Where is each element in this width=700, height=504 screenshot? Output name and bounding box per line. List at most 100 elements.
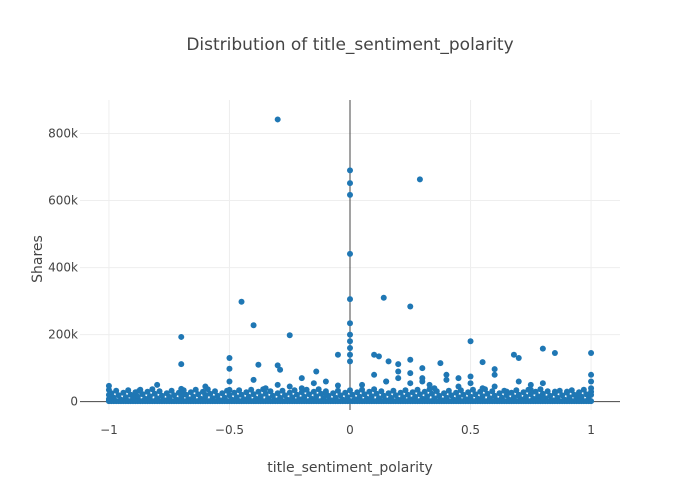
data-point xyxy=(407,356,414,363)
data-point xyxy=(460,391,467,398)
y-axis-label: Shares xyxy=(30,235,46,283)
data-point xyxy=(219,390,226,397)
x-tick-label: −1 xyxy=(100,423,118,437)
data-point xyxy=(513,387,520,394)
data-point xyxy=(281,392,288,399)
data-point xyxy=(571,391,578,398)
data-point xyxy=(250,391,257,398)
data-point xyxy=(322,378,329,385)
data-point xyxy=(448,392,455,399)
data-point xyxy=(120,389,127,396)
data-point xyxy=(453,389,460,396)
data-point xyxy=(559,392,566,399)
data-point xyxy=(527,386,534,393)
data-point xyxy=(298,385,305,392)
data-point xyxy=(286,389,293,396)
data-point xyxy=(274,381,281,388)
data-point xyxy=(419,375,426,382)
data-point xyxy=(238,391,245,398)
data-point xyxy=(503,388,510,395)
data-point xyxy=(491,392,498,399)
data-point xyxy=(113,387,120,394)
data-point xyxy=(563,388,570,395)
data-point xyxy=(588,350,595,357)
data-point xyxy=(441,390,448,397)
data-point xyxy=(436,392,443,399)
data-point xyxy=(269,392,276,399)
x-axis-label: title_sentiment_polarity xyxy=(267,460,432,476)
data-point xyxy=(238,298,245,305)
data-point xyxy=(472,391,479,398)
data-point xyxy=(515,355,522,362)
data-point xyxy=(178,361,185,368)
data-point xyxy=(267,388,274,395)
data-point xyxy=(392,392,399,399)
data-point xyxy=(479,359,486,366)
data-point xyxy=(359,381,366,388)
data-point xyxy=(202,391,209,398)
data-point xyxy=(154,381,161,388)
data-point xyxy=(257,393,264,400)
data-point xyxy=(347,320,353,327)
data-point xyxy=(445,387,452,394)
data-point xyxy=(187,389,194,396)
data-point xyxy=(443,371,450,378)
data-point xyxy=(479,393,486,400)
data-point xyxy=(330,390,337,397)
data-point xyxy=(556,387,563,394)
data-point xyxy=(373,390,380,397)
data-point xyxy=(322,390,329,397)
data-point xyxy=(293,391,300,398)
data-point xyxy=(371,386,378,393)
x-tick-label: 0 xyxy=(346,423,354,437)
data-point xyxy=(484,390,491,397)
data-point xyxy=(105,395,112,402)
data-point xyxy=(404,391,411,398)
data-point xyxy=(226,392,233,399)
y-tick-label: 800k xyxy=(48,127,78,141)
data-point xyxy=(347,167,353,174)
data-point xyxy=(428,390,435,397)
data-point xyxy=(303,386,310,393)
data-point xyxy=(298,375,305,382)
data-point xyxy=(146,395,153,402)
data-point xyxy=(202,383,209,390)
data-point xyxy=(144,388,151,395)
y-tick-label: 400k xyxy=(48,261,78,275)
data-point xyxy=(347,191,353,198)
data-point xyxy=(347,338,353,345)
data-point xyxy=(310,388,317,395)
data-point xyxy=(262,385,269,392)
data-point xyxy=(337,392,344,399)
data-point xyxy=(214,392,221,399)
data-point xyxy=(291,387,298,394)
data-point xyxy=(409,389,416,396)
data-point xyxy=(347,331,353,338)
data-point xyxy=(431,385,438,392)
data-point xyxy=(334,387,341,394)
data-point xyxy=(378,388,385,395)
chart-title: Distribution of title_sentiment_polarity xyxy=(186,35,513,55)
data-point xyxy=(437,360,444,367)
data-point xyxy=(510,351,517,358)
data-point xyxy=(183,391,190,398)
data-point xyxy=(192,386,199,393)
data-point xyxy=(313,368,320,375)
y-tick-label: 600k xyxy=(48,194,78,208)
data-point xyxy=(178,333,185,340)
data-point xyxy=(342,389,349,396)
data-point xyxy=(313,393,320,400)
data-point xyxy=(243,389,250,396)
data-point xyxy=(539,394,546,401)
data-point xyxy=(580,386,587,393)
data-point xyxy=(250,322,257,329)
data-point xyxy=(248,386,255,393)
data-point xyxy=(207,390,214,397)
data-point xyxy=(467,338,474,345)
data-point xyxy=(361,391,368,398)
data-point xyxy=(171,392,178,399)
data-point xyxy=(576,391,583,398)
data-point xyxy=(469,386,476,393)
data-point xyxy=(424,393,431,400)
